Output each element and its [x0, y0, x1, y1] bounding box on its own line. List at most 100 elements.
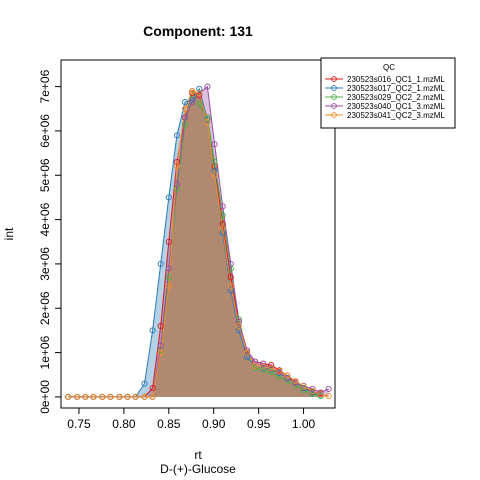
series-area-4 [68, 86, 329, 397]
legend-box [320, 57, 456, 129]
chart-title: Component: 131 [143, 23, 253, 39]
data-point-s1-12 [157, 322, 164, 330]
legend-marker-1 [331, 76, 337, 82]
data-point-s3-32 [317, 392, 324, 400]
data-point-s4-20 [219, 203, 226, 210]
data-point-s5-3 [82, 393, 89, 400]
data-point-s5-2 [74, 393, 81, 400]
data-point-s4-21 [227, 260, 234, 267]
data-point-s4-15 [181, 114, 189, 121]
y-tick-label-2: 1e+06 [38, 335, 52, 369]
data-point-s4-33 [325, 385, 332, 392]
series-area-1 [68, 93, 321, 397]
data-point-s3-14 [173, 185, 180, 192]
legend-marker-5 [331, 112, 337, 118]
data-point-s5-14 [173, 163, 180, 170]
data-point-s5-20 [219, 225, 226, 232]
data-point-s5-26 [268, 365, 275, 372]
data-point-s2-18 [204, 116, 211, 123]
data-point-s5-22 [235, 322, 242, 330]
x-tick-label-3: 0.85 [157, 417, 181, 431]
data-point-s4-19 [211, 141, 218, 148]
data-point-s5-24 [251, 362, 259, 369]
data-point-s4-23 [243, 347, 251, 354]
data-point-s2-14 [173, 132, 180, 139]
data-point-s3-29 [292, 382, 299, 389]
data-point-s4-24 [251, 358, 259, 365]
data-point-s5-13 [165, 283, 172, 290]
data-point-s2-22 [235, 327, 242, 334]
data-point-s1-16 [189, 90, 196, 97]
series-points [65, 83, 332, 400]
legend-label-5: 230523s041_QC2_3.mzML [347, 111, 445, 120]
y-tick-label-8: 7e+06 [38, 69, 52, 103]
data-point-s2-23 [243, 353, 251, 361]
data-point-s4-22 [235, 318, 242, 325]
data-point-s2-10 [141, 380, 148, 387]
y-tick-label-1: 0e+00 [38, 380, 52, 414]
data-point-s4-16 [189, 99, 196, 106]
x-tick-label-6: 1.00 [292, 417, 316, 431]
data-point-s4-32 [317, 389, 324, 396]
data-point-s1-17 [196, 92, 203, 99]
data-point-s1-13 [165, 238, 172, 245]
y-tick-label-7: 6e+06 [38, 114, 52, 148]
legend-label-4: 230523s040_QC1_3.mzML [347, 102, 445, 111]
x-tick-label-4: 0.90 [202, 417, 226, 431]
data-point-s3-26 [268, 369, 275, 376]
y-axis: 0e+00 1e+06 2e+06 3e+06 4e+06 5e+06 6e+06 7e+06 [38, 69, 62, 414]
data-point-s3-15 [181, 121, 189, 128]
x-axis-label: rt [194, 448, 202, 462]
data-point-s3-19 [211, 158, 218, 166]
data-point-s4-31 [309, 385, 316, 392]
data-point-s4-13 [165, 265, 172, 272]
data-point-s4-28 [284, 375, 291, 382]
legend-marker-4 [331, 103, 337, 109]
data-point-s5-7 [116, 393, 123, 400]
data-point-s5-17 [196, 90, 203, 97]
x-tick-label-5: 0.95 [247, 417, 271, 431]
data-point-s5-6 [107, 393, 114, 400]
data-point-s3-13 [165, 274, 172, 281]
legend-label-2: 230523s017_QC2_1.mzML [347, 84, 445, 93]
data-point-s5-4 [90, 393, 97, 400]
x-axis-sublabel: D-(+)-Glucose [160, 462, 236, 476]
data-point-s2-16 [189, 96, 196, 103]
data-point-s4-25 [260, 360, 267, 367]
y-tick-label-4: 3e+06 [38, 247, 52, 281]
data-point-s4-12 [157, 342, 164, 349]
data-point-s1-14 [173, 158, 180, 166]
data-point-s5-23 [243, 349, 251, 356]
data-point-s1-21 [227, 274, 234, 281]
data-point-s2-19 [211, 167, 218, 174]
data-point-s2-11 [149, 327, 156, 334]
data-point-s4-29 [292, 379, 299, 386]
data-point-s4-18 [204, 83, 211, 90]
x-tick-label-1: 0.75 [67, 417, 91, 431]
legend-marker-3 [331, 94, 337, 100]
data-point-s5-30 [300, 383, 307, 390]
data-point-s5-8 [124, 393, 131, 400]
data-point-s5-15 [181, 105, 189, 112]
data-point-s5-10 [141, 393, 148, 400]
data-point-s5-9 [132, 393, 139, 400]
data-point-s2-15 [181, 99, 189, 106]
data-point-s3-24 [251, 365, 259, 372]
data-point-s3-22 [235, 316, 242, 323]
data-point-s3-21 [227, 265, 234, 272]
data-point-s5-11 [149, 393, 156, 400]
y-tick-label-5: 4e+06 [38, 202, 52, 236]
legend-title: QC [383, 63, 395, 72]
data-point-s3-20 [219, 212, 226, 219]
data-point-s5-19 [211, 172, 218, 179]
x-tick-label-2: 0.80 [112, 417, 136, 431]
data-point-s2-12 [157, 260, 164, 267]
data-point-s5-32 [317, 391, 324, 398]
data-point-s1-19 [211, 163, 218, 170]
data-point-s5-21 [227, 283, 234, 290]
data-point-s2-13 [165, 194, 172, 201]
data-point-s5-31 [309, 388, 316, 395]
data-point-s2-21 [227, 287, 234, 294]
series-area-3 [68, 91, 321, 397]
